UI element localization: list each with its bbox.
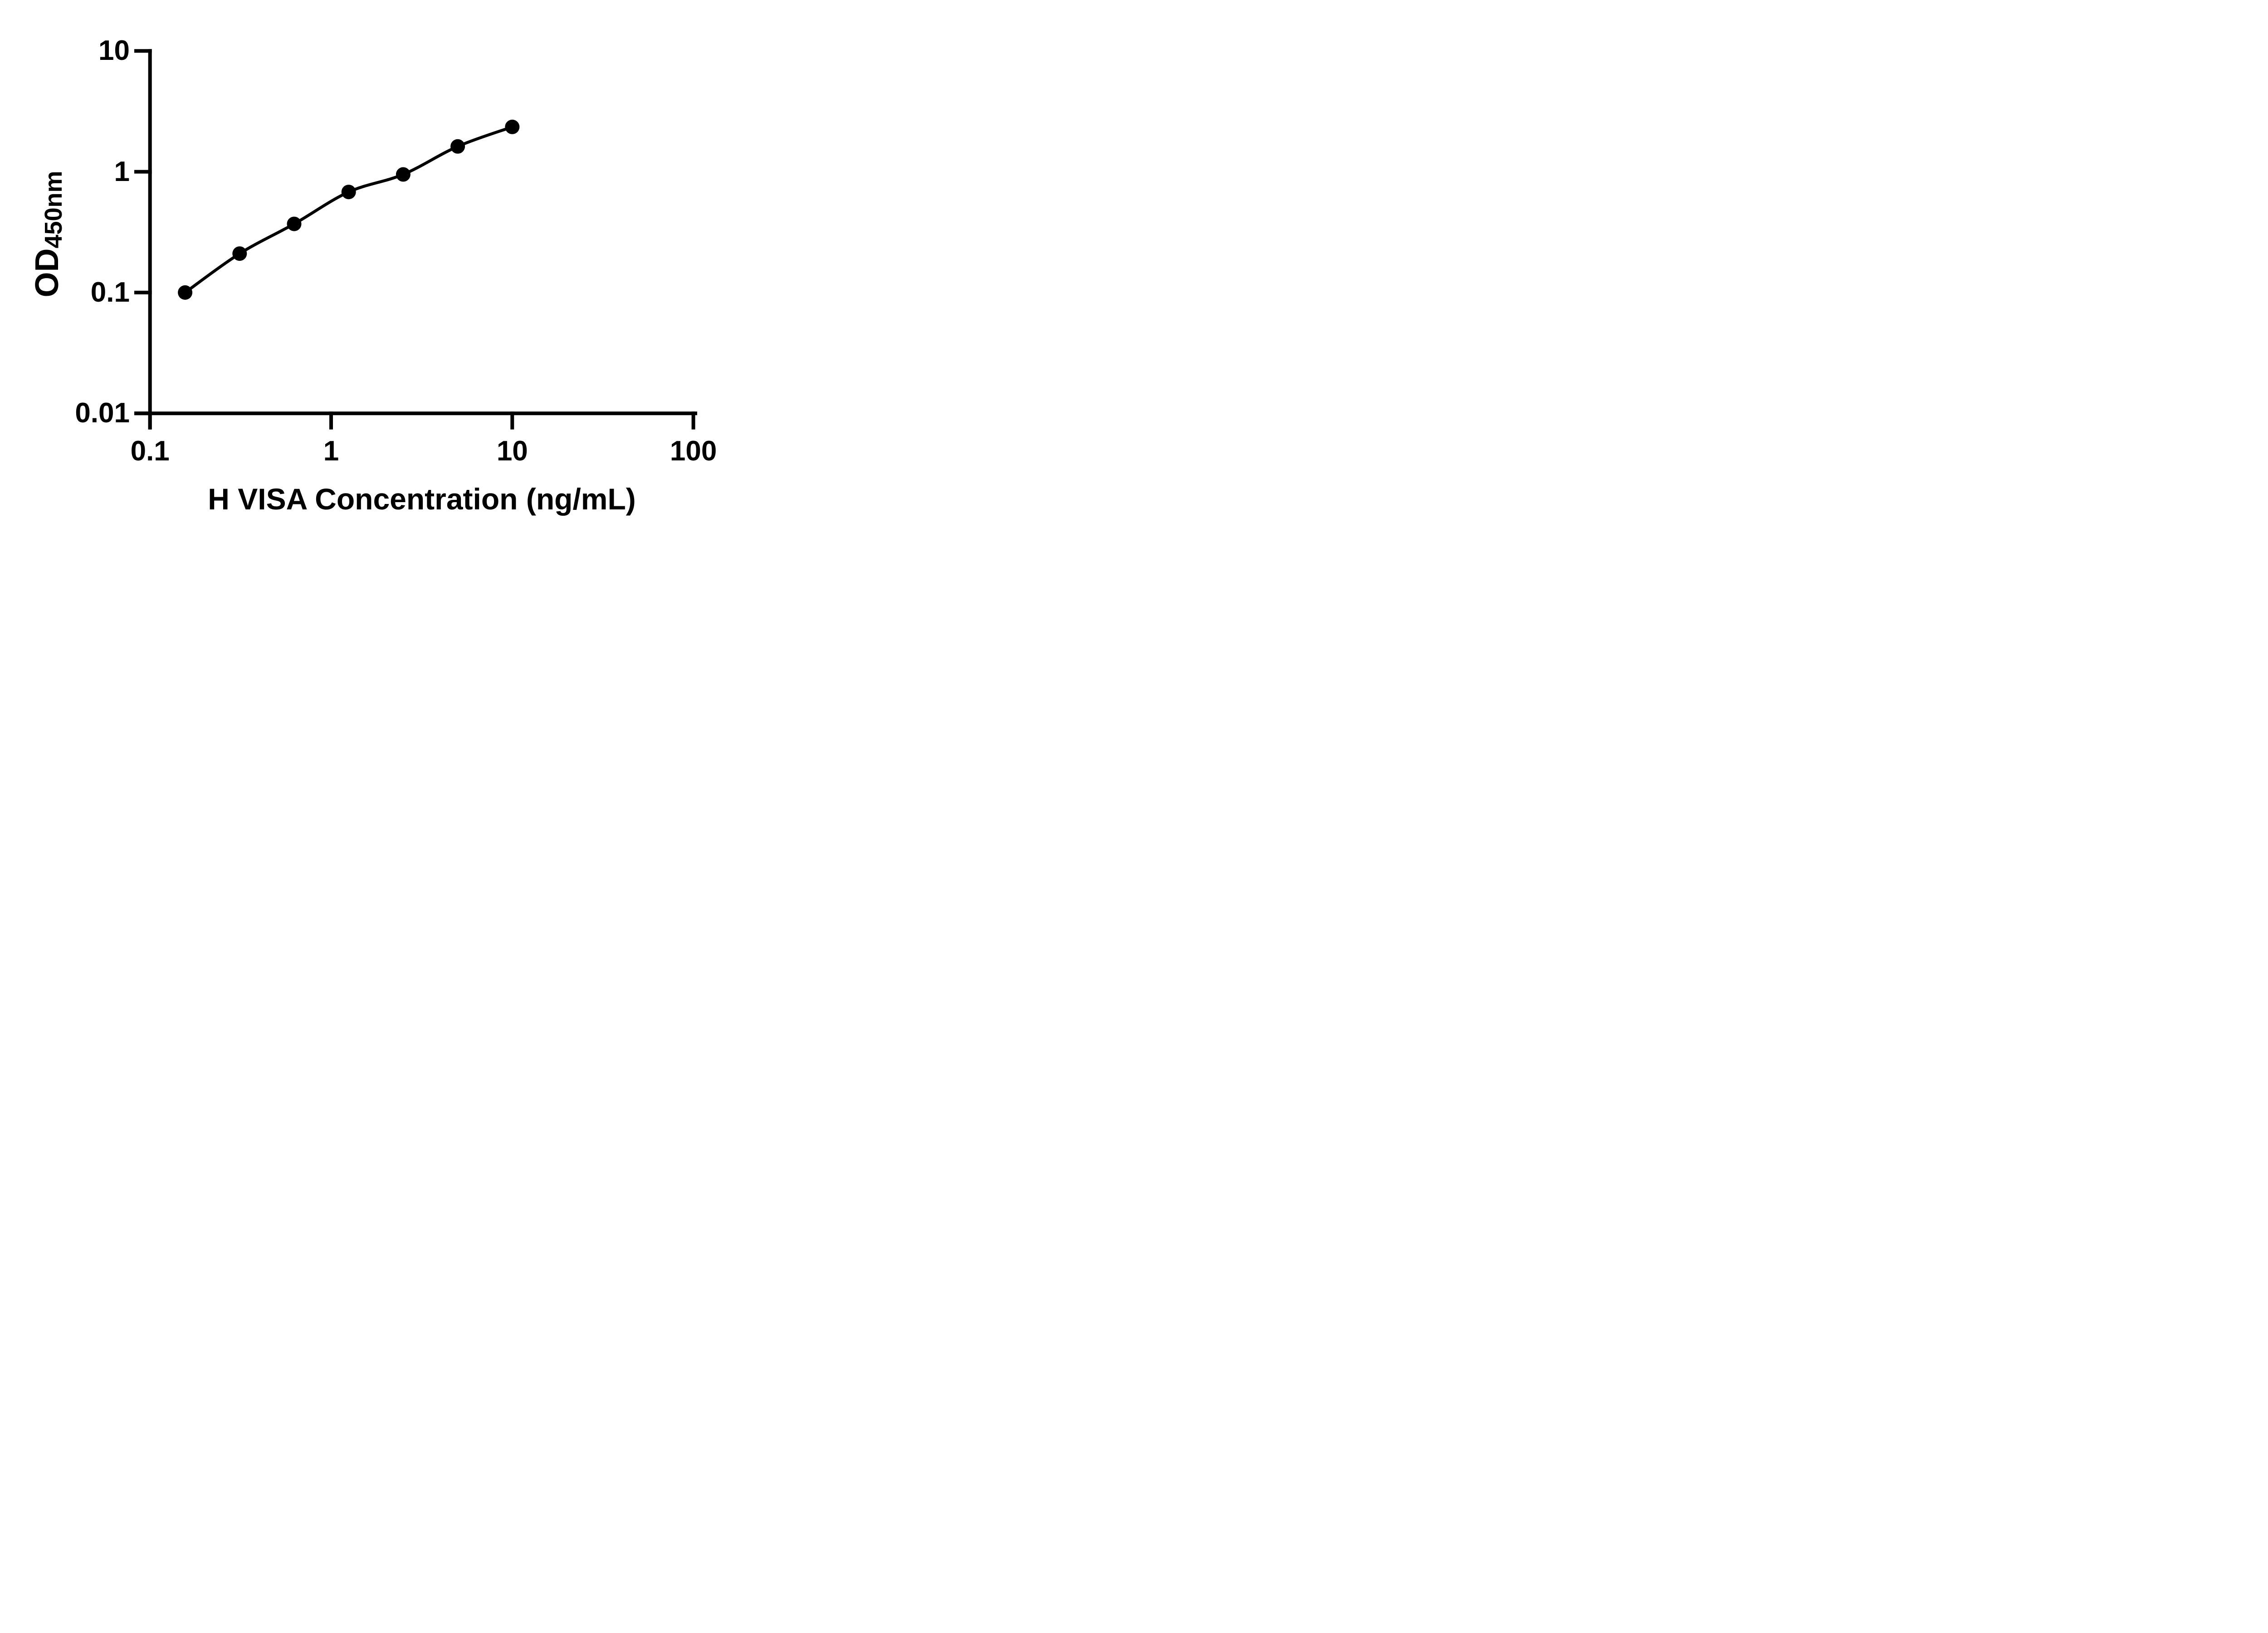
plot-area — [134, 49, 697, 430]
data-point-marker — [287, 216, 302, 231]
x-tick-label: 10 — [496, 435, 528, 467]
x-tick-label: 1 — [323, 435, 339, 467]
standard-curve-line — [184, 125, 513, 294]
x-tick-label: 0.1 — [130, 435, 170, 467]
y-tick-label: 0.01 — [75, 397, 130, 429]
y-axis-title: OD450nm — [29, 171, 67, 298]
y-tick-label: 0.1 — [90, 276, 130, 308]
y-axis-title-subscript: 450nm — [39, 171, 67, 249]
data-point-marker — [178, 285, 193, 300]
data-point-marker — [450, 139, 465, 154]
x-axis-title: H VISA Concentration (ng/mL) — [208, 482, 636, 516]
elisa-standard-curve-chart: H VISA Concentration (ng/mL) OD450nm 10 1… — [0, 0, 777, 544]
x-tick-label: 100 — [670, 435, 717, 467]
data-point-marker — [505, 119, 520, 134]
y-tick-label: 1 — [114, 156, 130, 187]
data-point-marker — [341, 185, 356, 200]
data-point-marker — [232, 246, 247, 261]
y-tick-label: 10 — [98, 35, 130, 67]
data-point-marker — [396, 167, 411, 182]
y-axis-title-main: OD — [29, 248, 65, 298]
